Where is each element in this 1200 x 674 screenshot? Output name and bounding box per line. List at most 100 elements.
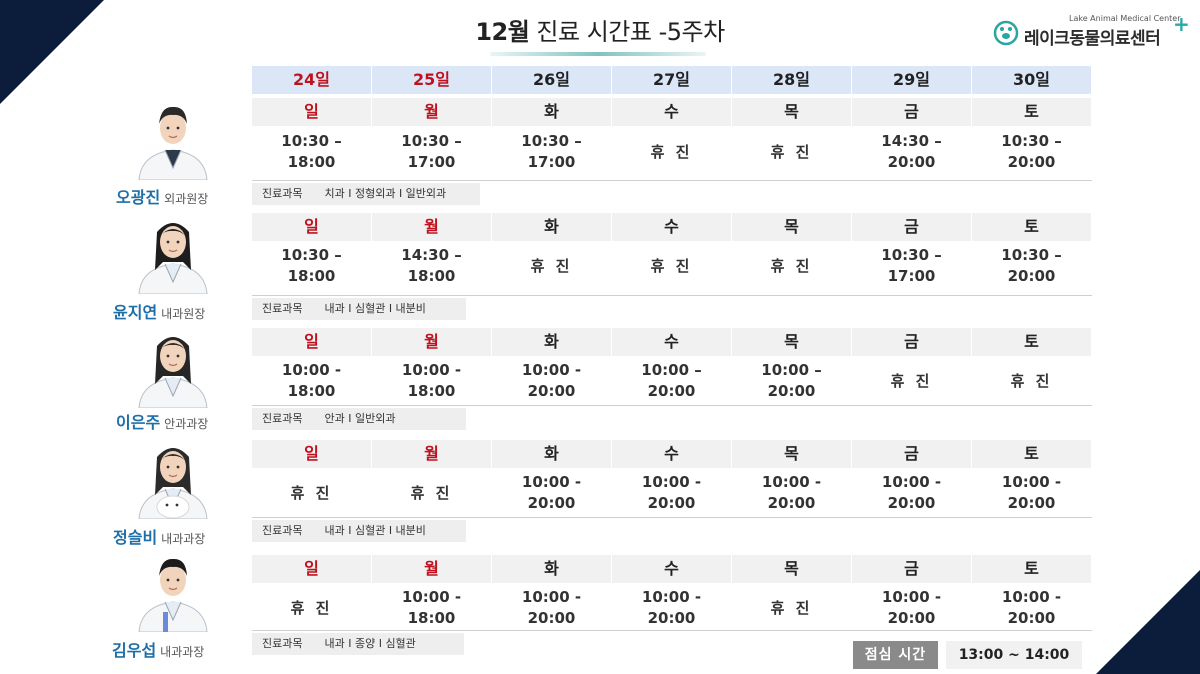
- date-cell: 26일: [492, 66, 611, 94]
- doctor-role: 안과과장: [164, 417, 209, 431]
- hours-cell: 10:00 - 20:00: [972, 587, 1091, 629]
- hours-cell: 10:00 - 20:00: [492, 360, 611, 402]
- hours-cell: 10:00 - 18:00: [372, 360, 491, 402]
- hours-line: 17:00: [527, 153, 576, 171]
- hours-line: 휴 진: [410, 484, 453, 502]
- hours-line: 18:00: [287, 267, 336, 285]
- weekday-cell: 일: [252, 440, 371, 468]
- doctor-name-text: 정슬비: [113, 528, 158, 547]
- hours-line: 휴 진: [290, 484, 333, 502]
- weekday-cell: 목: [732, 98, 851, 126]
- doctor-name-text: 오광진: [116, 188, 161, 207]
- hours-cell: 14:30 – 20:00: [852, 131, 971, 173]
- hours-line: 18:00: [407, 382, 456, 400]
- hours-line: 10:30 –: [401, 132, 462, 150]
- hours-cell: 10:00 - 20:00: [612, 587, 731, 629]
- weekday-cell: 목: [732, 213, 851, 241]
- hours-cell: 10:00 - 20:00: [732, 472, 851, 514]
- lunch-time: 13:00 ~ 14:00: [946, 641, 1082, 669]
- weekday-cell: 화: [492, 440, 611, 468]
- hours-cell: 10:30 – 17:00: [372, 131, 491, 173]
- department-bar: 진료과목 내과 I 종양 I 심혈관: [252, 633, 464, 655]
- hours-line: 20:00: [887, 609, 936, 627]
- hours-line: 20:00: [767, 494, 816, 512]
- doctor-name-text: 윤지연: [113, 303, 158, 322]
- department-label: 진료과목: [262, 524, 303, 537]
- hours-cell: 10:00 - 20:00: [492, 587, 611, 629]
- department-label: 진료과목: [262, 302, 303, 315]
- row-divider: [252, 630, 1092, 631]
- weekday-cell: 금: [852, 555, 971, 583]
- closed-cell: 휴 진: [732, 598, 851, 619]
- hours-line: 휴 진: [770, 599, 813, 617]
- closed-cell: 휴 진: [252, 598, 371, 619]
- hours-line: 10:30 –: [281, 132, 342, 150]
- hours-cell: 10:00 – 20:00: [732, 360, 851, 402]
- hours-line: 10:00 –: [761, 361, 822, 379]
- corner-decoration-top-left: [0, 0, 104, 104]
- weekday-cell: 화: [492, 328, 611, 356]
- weekday-cell: 월: [372, 440, 491, 468]
- hours-line: 18:00: [407, 267, 456, 285]
- corner-decoration-bottom-right: [1096, 570, 1200, 674]
- hours-line: 20:00: [767, 382, 816, 400]
- department-bar: 진료과목 내과 I 심혈관 I 내분비: [252, 298, 466, 320]
- weekday-cell: 토: [972, 328, 1091, 356]
- row-divider: [252, 180, 1092, 181]
- closed-cell: 휴 진: [372, 483, 491, 504]
- doctor-avatar: [138, 448, 208, 519]
- doctor-avatar: [138, 558, 208, 632]
- hours-line: 10:00 -: [521, 473, 582, 491]
- hours-line: 18:00: [407, 609, 456, 627]
- doctor-name-text: 김우섭: [112, 641, 157, 660]
- hours-cell: 10:00 - 18:00: [252, 360, 371, 402]
- hours-line: 20:00: [647, 494, 696, 512]
- hours-cell: 10:00 - 18:00: [372, 587, 491, 629]
- department-values: 안과 I 일반외과: [324, 412, 396, 425]
- hours-line: 20:00: [527, 494, 576, 512]
- row-divider: [252, 405, 1092, 406]
- doctor-avatar: [138, 337, 208, 408]
- date-cell: 25일: [372, 66, 491, 94]
- hours-cell: 10:30 – 17:00: [852, 245, 971, 287]
- department-values: 치과 I 정형외과 I 일반외과: [324, 187, 447, 200]
- hours-cell: 10:00 - 20:00: [492, 472, 611, 514]
- weekday-cell: 화: [492, 213, 611, 241]
- weekday-cell: 일: [252, 555, 371, 583]
- weekday-cell: 화: [492, 98, 611, 126]
- weekday-cell: 수: [612, 213, 731, 241]
- doctor-name: 오광진 외과원장: [116, 184, 208, 208]
- row-divider: [252, 517, 1092, 518]
- closed-cell: 휴 진: [612, 256, 731, 277]
- hours-line: 20:00: [1007, 494, 1056, 512]
- hours-line: 14:30 –: [401, 246, 462, 264]
- date-cell: 30일: [972, 66, 1091, 94]
- weekday-cell: 목: [732, 555, 851, 583]
- department-bar: 진료과목 치과 I 정형외과 I 일반외과: [252, 183, 480, 205]
- weekday-cell: 목: [732, 440, 851, 468]
- weekday-cell: 수: [612, 98, 731, 126]
- hours-line: 20:00: [1007, 267, 1056, 285]
- hours-line: 휴 진: [650, 143, 693, 161]
- row-divider: [252, 295, 1092, 296]
- page-title: 12월 진료 시간표 -5주차: [400, 12, 800, 47]
- weekday-cell: 토: [972, 440, 1091, 468]
- weekday-cell: 토: [972, 555, 1091, 583]
- plus-icon: +: [1173, 12, 1190, 36]
- hours-line: 10:00 -: [401, 361, 462, 379]
- closed-cell: 휴 진: [252, 483, 371, 504]
- weekday-cell: 수: [612, 440, 731, 468]
- hours-line: 14:30 –: [881, 132, 942, 150]
- hours-line: 20:00: [887, 153, 936, 171]
- hours-cell: 10:00 - 20:00: [852, 587, 971, 629]
- doctor-name: 윤지연 내과원장: [113, 299, 205, 323]
- weekday-cell: 화: [492, 555, 611, 583]
- hours-cell: 10:30 – 18:00: [252, 131, 371, 173]
- hours-line: 10:00 -: [881, 588, 942, 606]
- department-values: 내과 I 심혈관 I 내분비: [324, 524, 426, 537]
- hours-cell: 10:00 - 20:00: [972, 472, 1091, 514]
- hours-line: 20:00: [1007, 609, 1056, 627]
- hours-line: 10:00 -: [401, 588, 462, 606]
- hours-line: 18:00: [287, 382, 336, 400]
- doctor-role: 내과과장: [161, 532, 206, 546]
